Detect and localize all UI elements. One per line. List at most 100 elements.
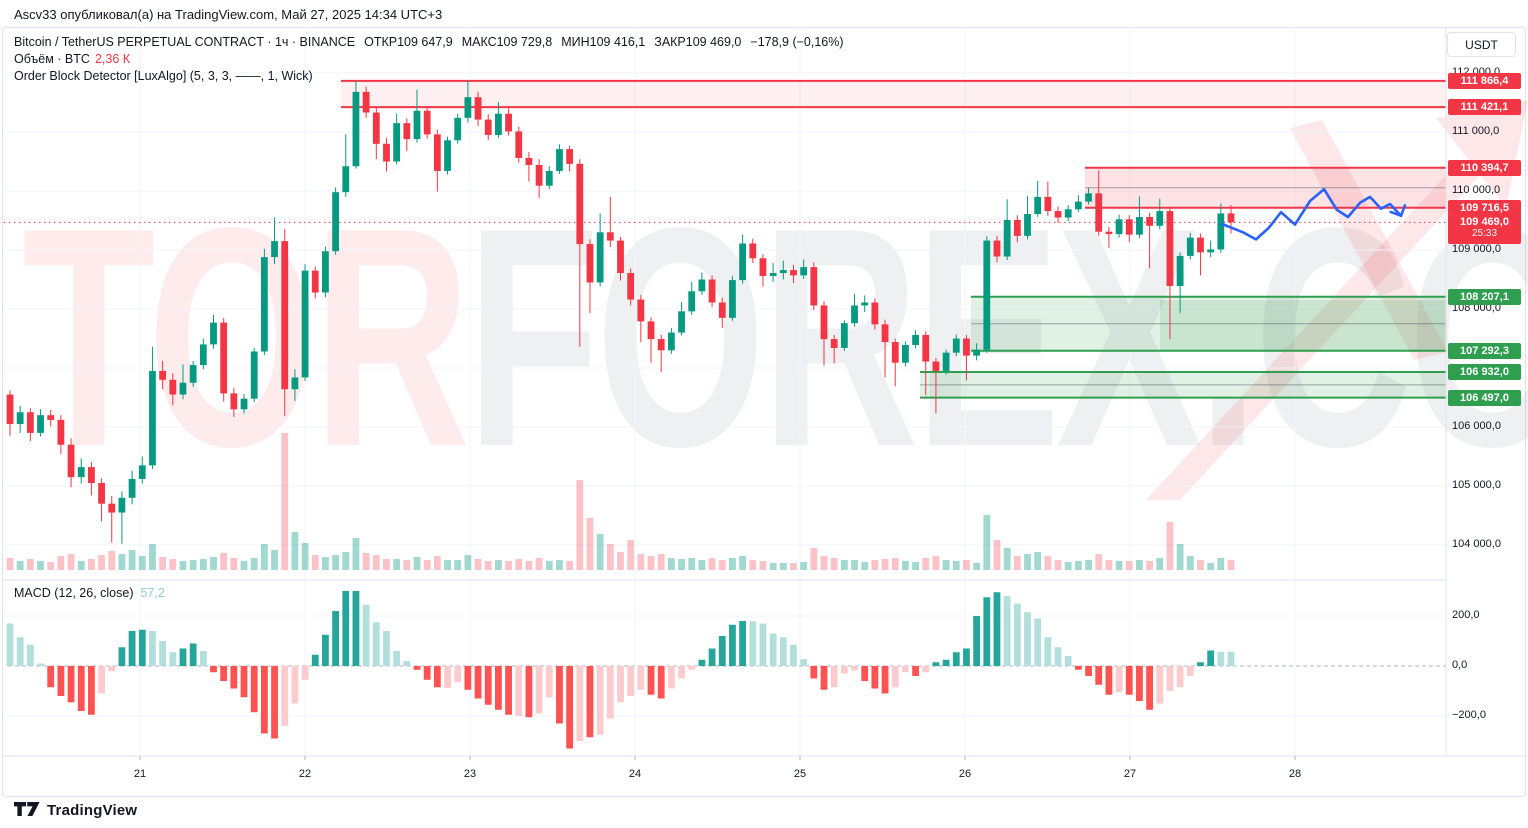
macd-histogram-bar — [1105, 666, 1113, 695]
volume-bar — [1146, 561, 1153, 570]
zone-price-label: 106 932,0 — [1448, 364, 1521, 380]
volume-bar — [260, 544, 268, 570]
macd-tick-label: −200,0 — [1452, 709, 1486, 721]
macd-histogram-bar — [881, 666, 889, 694]
macd-histogram-bar — [759, 623, 767, 666]
candle-body — [260, 257, 268, 352]
tradingview-logo-icon[interactable] — [14, 801, 40, 819]
volume-bar — [1064, 562, 1072, 570]
volume-bar — [963, 560, 970, 570]
candle-body — [199, 344, 207, 366]
macd-histogram-bar — [942, 659, 950, 666]
zone-price-label: 107 292,3 — [1448, 342, 1521, 359]
indicator-legend-row[interactable]: Order Block Detector [LuxAlgo] (5, 3, 3,… — [14, 68, 844, 85]
volume-bar — [372, 555, 380, 570]
candle-body — [820, 305, 828, 340]
volume-bar — [871, 560, 879, 570]
macd-histogram-bar — [108, 666, 116, 671]
macd-histogram-bar — [1227, 651, 1235, 666]
candle-body — [423, 110, 431, 135]
candle-body — [444, 140, 451, 171]
volume-bar — [912, 562, 919, 570]
candle-body — [952, 338, 960, 353]
candle-body — [26, 412, 34, 433]
candle-body — [1095, 193, 1103, 232]
zone-price-label: 106 497,0 — [1448, 389, 1521, 406]
candle-body — [515, 131, 523, 158]
volume-bar — [220, 553, 228, 570]
volume-bar — [902, 561, 909, 570]
candle-body — [749, 243, 757, 259]
candle-body — [464, 97, 472, 118]
volume-bar — [657, 554, 665, 570]
candle-body — [1003, 219, 1011, 257]
macd-histogram-bar — [596, 666, 604, 735]
candle-body — [1136, 216, 1143, 235]
volume-bar — [474, 559, 482, 570]
volume-bar — [505, 561, 512, 570]
volume-bar — [159, 557, 167, 570]
macd-histogram-bar — [281, 666, 289, 726]
volume-bar — [1166, 522, 1174, 570]
volume-bar — [718, 560, 726, 570]
macd-legend-row[interactable]: MACD (12, 26, close) 57,2 — [14, 586, 165, 600]
macd-histogram-bar — [647, 666, 655, 695]
volume-bar — [790, 563, 797, 570]
volume-bar — [149, 544, 156, 570]
candle-body — [220, 322, 228, 394]
candle-body — [108, 503, 116, 513]
zone-price-label: 111 866,4 — [1448, 72, 1521, 89]
candle-body — [698, 279, 706, 292]
order-block-supply-1[interactable] — [341, 80, 1446, 108]
candle-body — [67, 444, 75, 478]
candle-body — [861, 302, 869, 306]
candle-body — [1207, 249, 1215, 253]
candle-body — [973, 349, 981, 356]
macd-histogram-bar — [210, 666, 217, 673]
macd-histogram-bar — [159, 641, 167, 666]
drawn-trend-arrow[interactable] — [1220, 187, 1403, 241]
volume-bar — [1136, 560, 1143, 570]
volume-legend-row[interactable]: Объём · BTC 2,36 К — [14, 51, 844, 68]
volume-bar — [983, 515, 991, 570]
macd-histogram-bar — [556, 666, 563, 724]
volume-bar — [67, 554, 75, 570]
symbol-legend-row[interactable]: Bitcoin / TetherUS PERPETUAL CONTRACT · … — [14, 34, 844, 51]
volume-bar — [851, 560, 858, 570]
volume-bar — [393, 559, 401, 570]
macd-value: 57,2 — [140, 586, 165, 600]
price-tick-label: 110 000,0 — [1452, 184, 1501, 196]
currency-button[interactable]: USDT — [1447, 32, 1516, 57]
ohlc-pair: ОТКР109 647,9 — [364, 35, 453, 49]
macd-histogram-bar — [1186, 666, 1194, 676]
macd-histogram-bar — [77, 666, 85, 711]
volume-bar — [6, 558, 14, 570]
volume-bar — [495, 560, 502, 570]
macd-histogram-bar — [47, 666, 55, 688]
zone-price-label: 109 716,5 — [1448, 199, 1521, 216]
volume-bar — [1125, 561, 1133, 570]
volume-bar — [586, 518, 594, 570]
volume-bar — [362, 553, 370, 570]
macd-histogram-bar — [1054, 647, 1062, 666]
volume-bar — [1003, 548, 1011, 570]
price-tick-label: 105 000,0 — [1452, 479, 1501, 491]
volume-bar — [556, 560, 563, 570]
macd-histogram-bar — [983, 597, 991, 666]
volume-bar — [1207, 563, 1215, 570]
candle-body — [433, 134, 441, 171]
volume-bar — [993, 540, 1001, 570]
order-block-demand-1-overlap[interactable] — [1160, 300, 1446, 351]
volume-bar — [342, 552, 350, 570]
candle-body — [505, 113, 512, 132]
volume-bar — [1156, 558, 1164, 570]
candle-body — [352, 91, 360, 167]
candle-body — [454, 117, 462, 141]
candle-body — [881, 324, 889, 343]
candle-body — [159, 370, 167, 380]
volume-bar — [352, 538, 360, 570]
candle-body — [657, 339, 665, 351]
volume-bar — [708, 558, 716, 570]
